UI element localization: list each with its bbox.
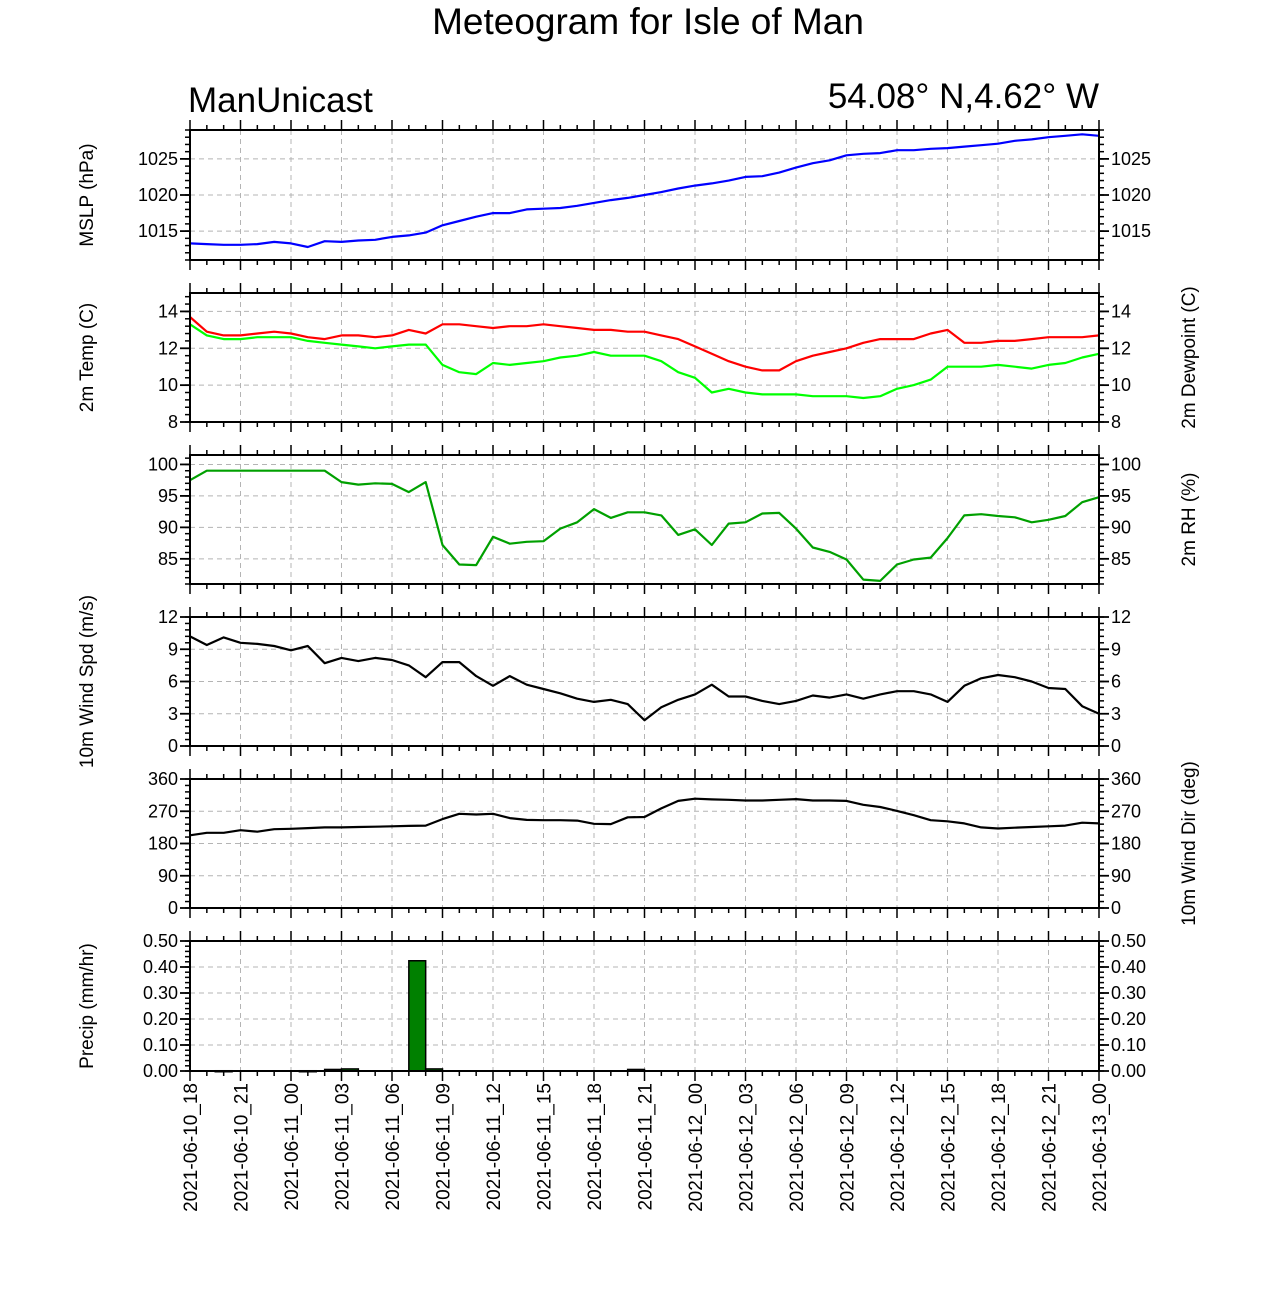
time-tick-label: 2021-06-11_12 xyxy=(484,1083,505,1210)
y-axis-title-left: 2m Temp (C) xyxy=(77,303,98,412)
panel-temp-dewpoint: 8 8 10 10 12 12 14 14 2m Temp (C) 2m Dewpoint (C) xyxy=(77,283,1200,432)
y-tick-label-left: 0.20 xyxy=(143,1009,178,1029)
y-tick-label-right: 12 xyxy=(1111,338,1131,358)
y-tick-label-left: 360 xyxy=(148,769,178,789)
time-tick-label: 2021-06-12_12 xyxy=(888,1083,909,1212)
model-name: ManUnicast xyxy=(188,81,373,120)
y-tick-label-left: 10 xyxy=(158,375,178,395)
y-tick-label-right: 0 xyxy=(1111,898,1121,918)
y-tick-label-right: 270 xyxy=(1111,801,1141,821)
y-tick-label-right: 9 xyxy=(1111,639,1121,659)
y-axis-title-left: 10m Wind Spd (m/s) xyxy=(77,595,98,768)
y-tick-label-left: 0.50 xyxy=(143,931,178,951)
y-tick-label-right: 360 xyxy=(1111,769,1141,789)
y-tick-label-right: 12 xyxy=(1111,607,1131,627)
y-tick-label-left: 8 xyxy=(168,412,178,432)
time-tick-label: 2021-06-12_21 xyxy=(1040,1083,1061,1212)
panel-wind-speed: 0 0 3 3 6 6 9 9 12 12 10m Wind Spd (m/s) xyxy=(77,595,1131,768)
y-tick-label-right: 1020 xyxy=(1111,185,1151,205)
y-tick-label-left: 9 xyxy=(168,639,178,659)
y-tick-label-right: 100 xyxy=(1111,454,1141,474)
y-tick-label-left: 1025 xyxy=(138,149,178,169)
y-tick-label-left: 100 xyxy=(148,454,178,474)
time-tick-label: 2021-06-12_00 xyxy=(686,1083,707,1212)
time-tick-label: 2021-06-11_09 xyxy=(434,1083,455,1210)
precip-bar xyxy=(408,960,427,1072)
y-tick-label-left: 6 xyxy=(168,672,178,692)
panel-mslp: 1015 1015 1020 1020 1025 1025 MSLP (hPa) xyxy=(77,120,1151,270)
y-tick-label-right: 95 xyxy=(1111,486,1131,506)
time-tick-label: 2021-06-11_06 xyxy=(383,1083,404,1210)
y-tick-label-right: 90 xyxy=(1111,517,1131,537)
series-line-temp-dewpoint-1 xyxy=(189,323,1100,400)
time-tick-label: 2021-06-11_15 xyxy=(535,1083,556,1210)
y-axis-title-left: Precip (mm/hr) xyxy=(77,943,98,1069)
time-tick-label: 2021-06-11_03 xyxy=(333,1083,354,1210)
time-tick-label: 2021-06-10_18 xyxy=(181,1083,202,1212)
y-tick-label-left: 14 xyxy=(158,301,178,321)
y-tick-label-left: 0.10 xyxy=(143,1035,178,1055)
time-tick-label: 2021-06-12_09 xyxy=(838,1083,859,1212)
y-tick-label-right: 0.10 xyxy=(1111,1035,1146,1055)
time-tick-label: 2021-06-10_21 xyxy=(232,1083,253,1212)
panel-wind-direction: 0 0 90 90 180 180 270 270 360 360 10m Wind Dir (de… xyxy=(148,761,1200,926)
y-tick-label-right: 90 xyxy=(1111,866,1131,886)
y-axis-title-right: 2m Dewpoint (C) xyxy=(1179,286,1200,429)
y-tick-label-left: 90 xyxy=(158,866,178,886)
series-line-wind-direction-0 xyxy=(189,797,1100,837)
panel-rh: 85 85 90 90 95 95 100 100 2m RH (%) xyxy=(148,445,1200,594)
y-tick-label-right: 3 xyxy=(1111,704,1121,724)
y-tick-label-right: 180 xyxy=(1111,834,1141,854)
panels: 1015 1015 1020 1020 1025 1025 MSLP (hPa) 8 8 10 10… xyxy=(77,120,1200,1081)
y-tick-label-right: 0.30 xyxy=(1111,983,1146,1003)
y-tick-label-right: 0.00 xyxy=(1111,1061,1146,1081)
y-tick-label-left: 0.00 xyxy=(143,1061,178,1081)
y-tick-label-left: 1015 xyxy=(138,221,178,241)
y-tick-label-left: 0 xyxy=(168,736,178,756)
chart-title: Meteogram for Isle of Man xyxy=(432,1,864,42)
y-tick-label-left: 0.30 xyxy=(143,983,178,1003)
time-tick-label: 2021-06-12_15 xyxy=(939,1083,960,1212)
y-tick-label-right: 0 xyxy=(1111,736,1121,756)
y-tick-label-right: 8 xyxy=(1111,412,1121,432)
y-tick-label-left: 1020 xyxy=(138,185,178,205)
series-line-wind-speed-0 xyxy=(189,635,1100,722)
y-tick-label-left: 270 xyxy=(148,801,178,821)
y-tick-label-left: 180 xyxy=(148,834,178,854)
y-tick-label-left: 90 xyxy=(158,517,178,537)
y-tick-label-right: 0.40 xyxy=(1111,957,1146,977)
panel-precip: 0.00 0.00 0.10 0.10 0.20 0.20 0.30 0.30 0.40 0.40… xyxy=(77,931,1146,1081)
y-tick-label-right: 10 xyxy=(1111,375,1131,395)
y-tick-label-right: 0.50 xyxy=(1111,931,1146,951)
y-tick-label-left: 85 xyxy=(158,549,178,569)
y-tick-label-left: 0 xyxy=(168,898,178,918)
time-tick-label: 2021-06-12_06 xyxy=(787,1083,808,1212)
y-axis-title-right: 10m Wind Dir (deg) xyxy=(1179,761,1200,926)
y-tick-label-left: 12 xyxy=(158,607,178,627)
time-tick-label: 2021-06-11_00 xyxy=(282,1083,303,1210)
y-tick-label-left: 3 xyxy=(168,704,178,724)
y-tick-label-right: 0.20 xyxy=(1111,1009,1146,1029)
y-tick-label-left: 0.40 xyxy=(143,957,178,977)
y-axis-title-right: 2m RH (%) xyxy=(1179,473,1200,567)
y-tick-label-left: 95 xyxy=(158,486,178,506)
time-tick-label: 2021-06-12_03 xyxy=(737,1083,758,1212)
y-tick-label-right: 85 xyxy=(1111,549,1131,569)
y-tick-label-left: 12 xyxy=(158,338,178,358)
time-tick-label: 2021-06-13_00 xyxy=(1090,1083,1111,1212)
y-tick-label-right: 6 xyxy=(1111,672,1121,692)
y-tick-label-right: 1025 xyxy=(1111,149,1151,169)
time-tick-label: 2021-06-11_21 xyxy=(636,1083,657,1210)
time-tick-label: 2021-06-12_18 xyxy=(989,1083,1010,1212)
y-tick-label-right: 14 xyxy=(1111,301,1131,321)
time-tick-label: 2021-06-11_18 xyxy=(585,1083,606,1210)
time-axis: 2021-06-10_18 2021-06-10_21 2021-06-11_00 2… xyxy=(181,1083,1111,1212)
y-tick-label-right: 1015 xyxy=(1111,221,1151,241)
y-axis-title-left: MSLP (hPa) xyxy=(77,143,98,246)
series-line-temp-dewpoint-0 xyxy=(189,316,1100,372)
series-line-mslp-0 xyxy=(189,133,1100,249)
location-coordinates: 54.08° N,4.62° W xyxy=(828,77,1099,116)
series-line-rh-0 xyxy=(189,469,1100,583)
